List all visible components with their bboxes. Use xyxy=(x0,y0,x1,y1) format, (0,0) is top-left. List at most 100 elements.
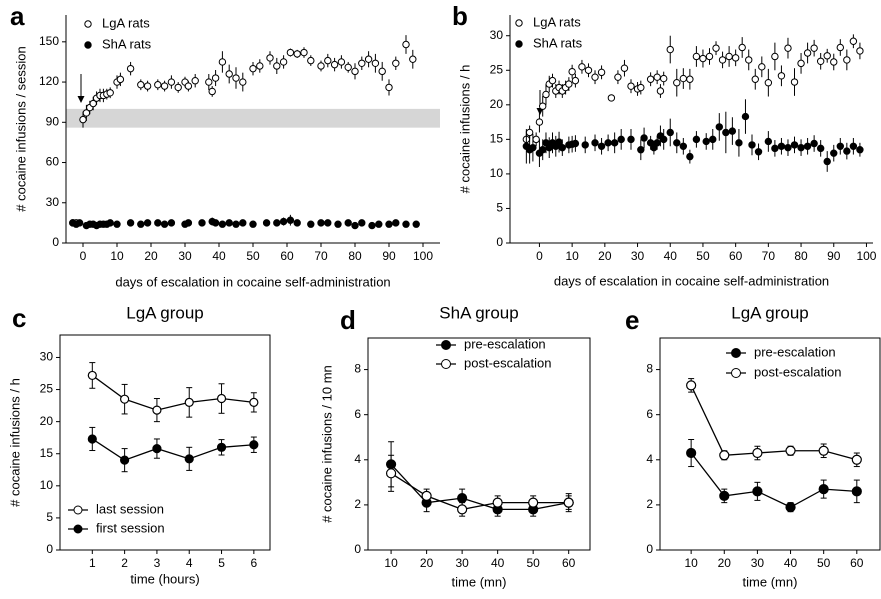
data-point xyxy=(555,138,563,146)
data-point xyxy=(686,380,697,391)
data-point xyxy=(402,220,410,228)
data-point xyxy=(851,454,862,465)
data-point xyxy=(660,135,668,144)
x-tick-label: 100 xyxy=(856,249,876,263)
data-point xyxy=(565,80,573,88)
data-point xyxy=(152,443,162,454)
data-point xyxy=(836,142,844,150)
x-tick-label: 1 xyxy=(89,556,96,570)
x-tick-label: 20 xyxy=(144,249,158,263)
data-point xyxy=(754,148,763,156)
x-tick-label: 50 xyxy=(526,556,540,570)
data-point xyxy=(317,219,325,227)
data-point xyxy=(249,440,259,450)
data-point xyxy=(725,52,733,61)
data-point xyxy=(198,219,206,227)
data-point xyxy=(673,139,681,147)
x-tick-label: 0 xyxy=(536,249,543,263)
data-point xyxy=(337,58,346,66)
data-point xyxy=(751,75,759,83)
data-point xyxy=(843,56,851,64)
y-tick-label: 30 xyxy=(40,350,54,364)
data-point xyxy=(205,78,213,86)
data-point xyxy=(686,75,694,83)
data-point xyxy=(666,128,674,137)
data-point xyxy=(184,454,194,464)
data-point xyxy=(581,141,589,149)
data-point xyxy=(617,135,625,144)
x-tick-label: 20 xyxy=(420,556,434,570)
data-point xyxy=(324,56,332,65)
panel-label: e xyxy=(625,305,639,335)
data-point xyxy=(785,445,796,456)
legend-marker xyxy=(515,40,523,48)
data-point xyxy=(87,434,97,444)
data-point xyxy=(106,89,114,97)
data-point xyxy=(620,64,629,72)
data-point xyxy=(856,146,864,154)
data-point xyxy=(167,78,176,86)
y-tick-label: 20 xyxy=(40,414,54,428)
data-point xyxy=(385,220,393,228)
data-point xyxy=(830,149,838,157)
data-point xyxy=(803,142,812,150)
data-point xyxy=(748,141,756,149)
data-point xyxy=(392,59,400,67)
y-tick-label: 10 xyxy=(40,478,54,492)
y-tick-label: 4 xyxy=(354,452,361,466)
data-point xyxy=(719,490,730,501)
x-axis-label: time (mn) xyxy=(743,574,798,589)
data-point xyxy=(174,83,182,92)
data-point xyxy=(731,54,740,62)
x-tick-label: 40 xyxy=(491,556,505,570)
data-point xyxy=(856,47,864,55)
x-tick-label: 6 xyxy=(251,556,258,570)
data-point xyxy=(160,220,169,228)
data-point xyxy=(542,90,550,99)
data-point xyxy=(692,52,701,61)
data-point xyxy=(152,405,162,415)
panel: c LgA group 0 5 10 15 20 25 30 1 2 3 4 5 6 # cocaine in… xyxy=(7,303,271,586)
y-tick-label: 15 xyxy=(40,446,54,460)
data-point xyxy=(211,219,220,227)
data-point xyxy=(591,73,599,81)
data-point xyxy=(191,77,199,85)
data-point xyxy=(216,393,227,404)
data-point xyxy=(568,67,576,76)
y-tick-label: 0 xyxy=(354,542,361,556)
data-point xyxy=(741,112,750,121)
data-point xyxy=(539,102,547,110)
data-point xyxy=(830,58,838,66)
data-point xyxy=(679,142,688,150)
data-point xyxy=(843,147,851,155)
data-point xyxy=(137,220,145,228)
legend-label: LgA rats xyxy=(102,15,150,30)
data-point xyxy=(705,52,714,61)
legend-label: post-escalation xyxy=(464,355,551,370)
x-tick-label: 40 xyxy=(784,556,798,570)
y-tick-label: 60 xyxy=(46,155,60,169)
y-tick-label: 30 xyxy=(490,28,504,42)
data-point xyxy=(232,220,240,228)
x-tick-label: 60 xyxy=(562,556,576,570)
data-point xyxy=(385,468,397,479)
y-tick-label: 6 xyxy=(646,407,653,421)
data-point xyxy=(256,62,264,70)
legend-marker xyxy=(73,524,83,534)
data-point xyxy=(375,220,383,228)
panel-label: a xyxy=(10,1,25,31)
data-point xyxy=(604,139,612,147)
data-point xyxy=(344,63,352,72)
y-tick-label: 8 xyxy=(646,362,653,376)
data-point xyxy=(735,139,743,147)
data-point xyxy=(584,66,593,74)
data-point xyxy=(640,134,648,142)
x-tick-label: 40 xyxy=(664,249,678,263)
data-point xyxy=(535,118,544,126)
data-point xyxy=(563,497,574,508)
legend-label: first session xyxy=(96,520,165,535)
data-point xyxy=(126,219,135,227)
data-point xyxy=(851,486,862,497)
x-tick-label: 60 xyxy=(850,556,864,570)
plot-frame xyxy=(59,334,271,551)
